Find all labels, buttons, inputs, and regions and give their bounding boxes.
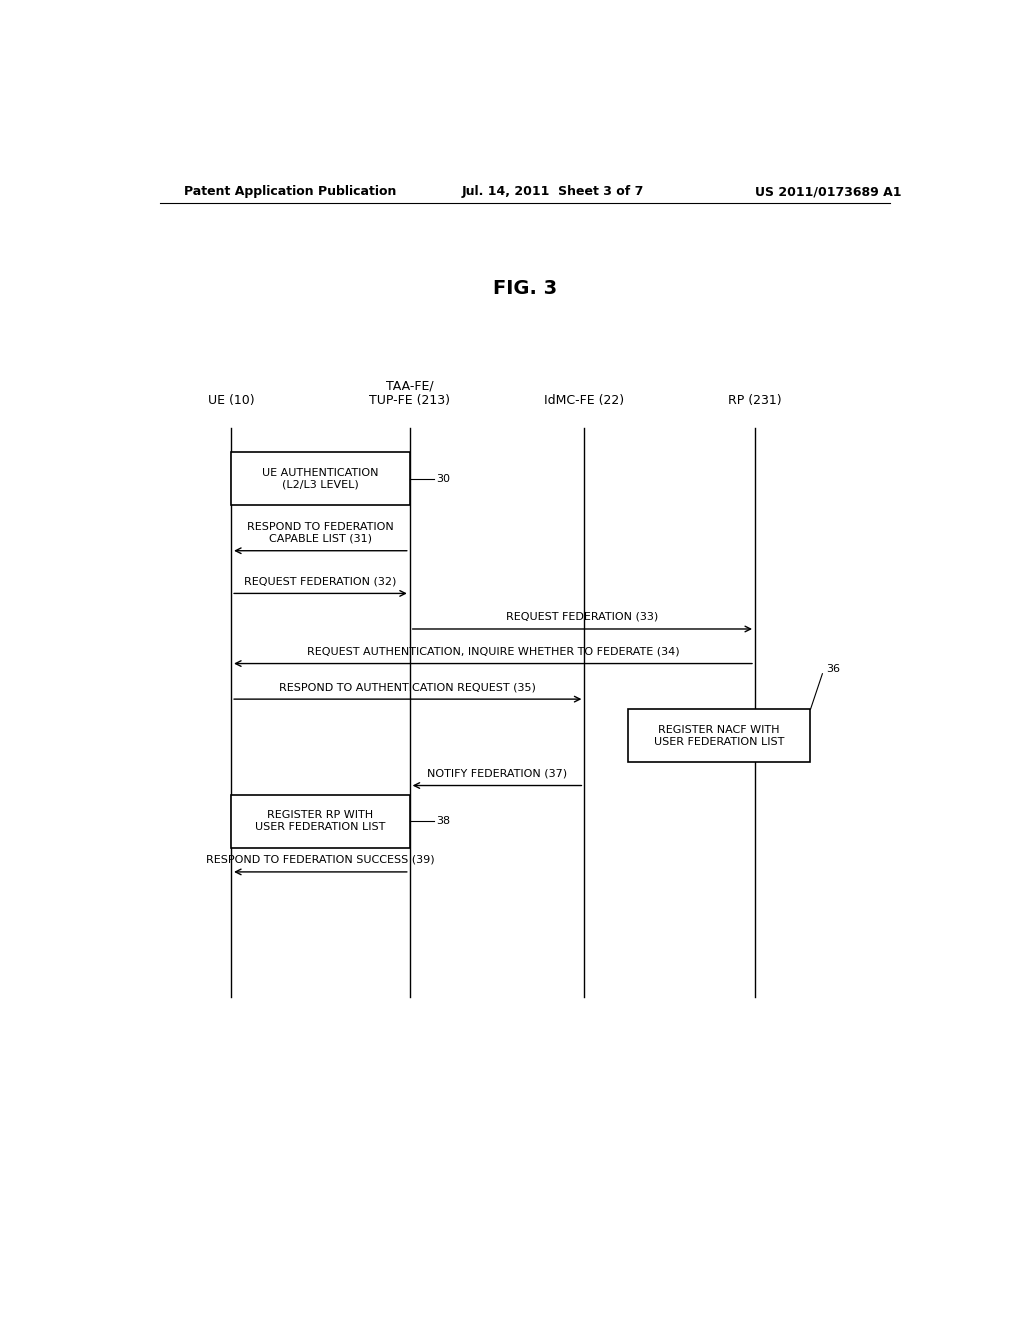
Text: RESPOND TO FEDERATION
CAPABLE LIST (31): RESPOND TO FEDERATION CAPABLE LIST (31): [247, 521, 394, 544]
Text: REQUEST AUTHENTICATION, INQUIRE WHETHER TO FEDERATE (34): REQUEST AUTHENTICATION, INQUIRE WHETHER …: [307, 647, 679, 656]
Text: NOTIFY FEDERATION (37): NOTIFY FEDERATION (37): [427, 768, 567, 779]
Bar: [628, 709, 811, 762]
Text: RESPOND TO AUTHENTICATION REQUEST (35): RESPOND TO AUTHENTICATION REQUEST (35): [280, 682, 537, 692]
Text: US 2011/0173689 A1: US 2011/0173689 A1: [755, 185, 901, 198]
Text: FIG. 3: FIG. 3: [493, 279, 557, 298]
Text: UE (10): UE (10): [208, 395, 255, 408]
Text: Jul. 14, 2011  Sheet 3 of 7: Jul. 14, 2011 Sheet 3 of 7: [461, 185, 644, 198]
Text: 38: 38: [436, 816, 450, 826]
Text: REGISTER NACF WITH
USER FEDERATION LIST: REGISTER NACF WITH USER FEDERATION LIST: [654, 725, 784, 747]
Text: TAA-FE/
TUP-FE (213): TAA-FE/ TUP-FE (213): [370, 379, 451, 408]
Text: IdMC-FE (22): IdMC-FE (22): [545, 395, 625, 408]
Text: 36: 36: [826, 664, 841, 673]
Text: RESPOND TO FEDERATION SUCCESS (39): RESPOND TO FEDERATION SUCCESS (39): [206, 855, 435, 865]
Bar: [231, 795, 410, 847]
Text: REQUEST FEDERATION (32): REQUEST FEDERATION (32): [245, 577, 396, 586]
Bar: [231, 453, 410, 506]
Text: 30: 30: [436, 474, 450, 483]
Text: REGISTER RP WITH
USER FEDERATION LIST: REGISTER RP WITH USER FEDERATION LIST: [255, 810, 386, 832]
Text: RP (231): RP (231): [728, 395, 781, 408]
Text: REQUEST FEDERATION (33): REQUEST FEDERATION (33): [506, 612, 658, 622]
Text: Patent Application Publication: Patent Application Publication: [183, 185, 396, 198]
Text: UE AUTHENTICATION
(L2/L3 LEVEL): UE AUTHENTICATION (L2/L3 LEVEL): [262, 467, 379, 490]
